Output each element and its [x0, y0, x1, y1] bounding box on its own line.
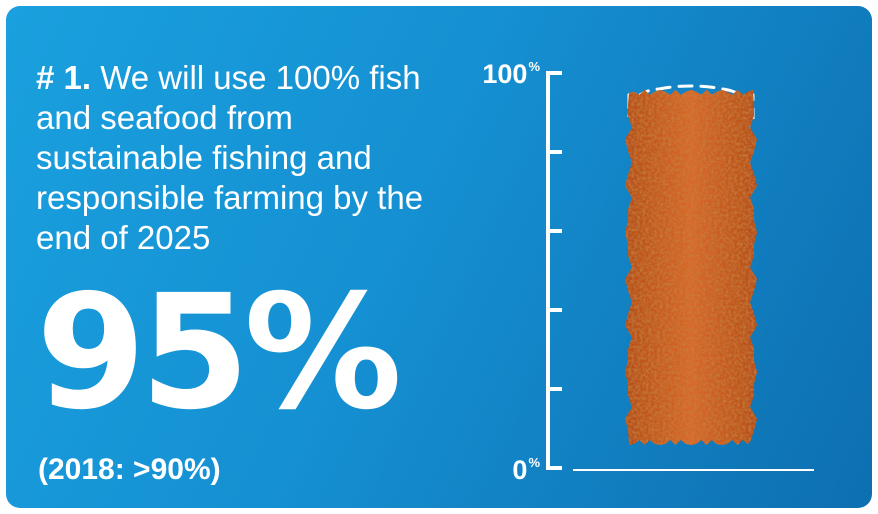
goal-text: We will use 100% fish and seafood from s… — [36, 59, 424, 256]
value-bar-fish-stick — [625, 89, 757, 445]
infographic-card: # 1. We will use 100% fish and seafood f… — [6, 6, 872, 508]
y-tick-label-bottom: 0% — [454, 455, 540, 486]
y-tick-unit-top: % — [528, 59, 540, 74]
y-tick-value-bottom: 0 — [512, 455, 528, 485]
goal-number: # 1. — [36, 59, 92, 96]
current-percentage: 95% — [36, 261, 402, 445]
y-tick-unit-bottom: % — [528, 455, 540, 470]
previous-year-value: (2018: >90%) — [38, 453, 221, 486]
y-tick-value-top: 100 — [482, 59, 528, 89]
goal-statement: # 1. We will use 100% fish and seafood f… — [36, 58, 456, 258]
progress-chart — [546, 71, 814, 471]
y-tick-label-top: 100% — [454, 59, 540, 90]
